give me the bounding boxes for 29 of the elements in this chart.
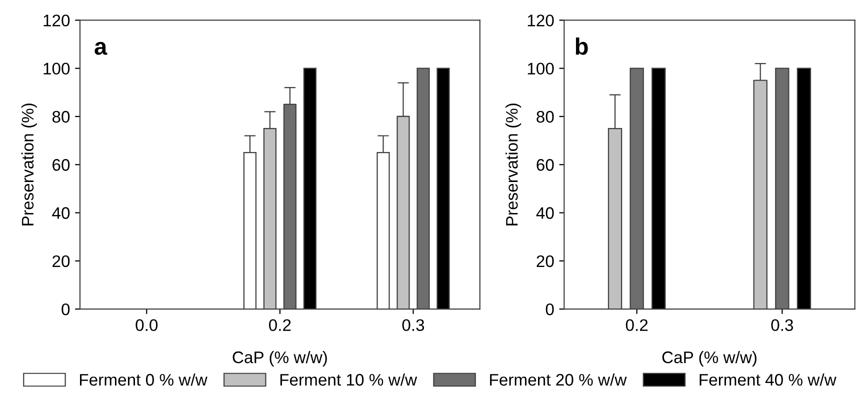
legend-label: Ferment 10 % w/w — [280, 373, 418, 386]
x-tick-label: 0.2 — [269, 319, 291, 332]
y-tick-label: 120 — [528, 14, 554, 26]
y-tick-label: 40 — [536, 207, 554, 219]
y-axis-title: Preservation (%) — [506, 104, 522, 226]
y-tick-label: 100 — [44, 62, 70, 75]
y-tick-label: 60 — [52, 159, 70, 171]
x-tick-label: 0.3 — [402, 319, 424, 332]
y-tick-label: 40 — [52, 207, 70, 219]
y-tick-label: 120 — [44, 14, 70, 26]
legend-label: Ferment 0 % w/w — [80, 373, 208, 386]
legend-label: Ferment 20 % w/w — [490, 373, 627, 386]
legend-label: Ferment 40 % w/w — [700, 373, 836, 386]
y-tick-label: 20 — [536, 255, 554, 268]
x-axis-title: CaP (% w/w) — [232, 350, 327, 367]
y-tick-label: 80 — [52, 110, 70, 123]
x-tick-label: 0.0 — [136, 319, 158, 332]
y-tick-label: 100 — [528, 62, 554, 75]
x-axis-title: CaP (% w/w) — [662, 350, 756, 367]
x-tick-label: 0.2 — [626, 319, 648, 332]
y-tick-label: 0 — [546, 303, 554, 316]
y-tick-label: 80 — [536, 110, 554, 123]
text: a — [94, 42, 108, 55]
y-tick-label: 20 — [52, 255, 70, 268]
x-tick-label: 0.3 — [771, 319, 794, 332]
text: b — [576, 38, 588, 55]
y-tick-label: 0 — [62, 303, 70, 316]
y-tick-label: 60 — [536, 159, 554, 171]
y-axis-title: Preservation (%) — [21, 104, 37, 226]
